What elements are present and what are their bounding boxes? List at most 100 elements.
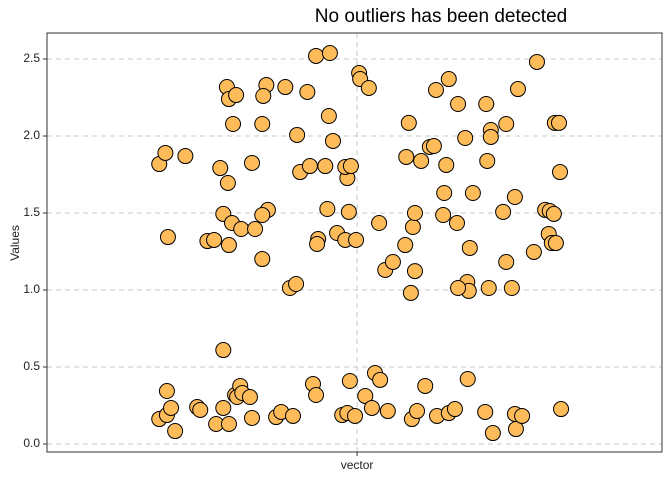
point — [360, 79, 377, 96]
point — [341, 373, 358, 390]
y-tick-label: 0.5 — [23, 359, 40, 373]
point — [371, 215, 388, 232]
y-axis-label: Values — [8, 225, 22, 261]
point — [498, 253, 515, 270]
point — [308, 387, 325, 404]
point — [244, 154, 260, 171]
y-tick-label: 1.0 — [23, 282, 40, 296]
point — [397, 237, 414, 254]
point — [254, 251, 271, 268]
point — [244, 409, 260, 426]
point — [425, 138, 442, 155]
point — [409, 403, 426, 420]
point — [436, 184, 453, 201]
point — [309, 235, 326, 252]
point — [547, 235, 564, 252]
point — [342, 158, 359, 175]
point — [225, 116, 242, 133]
point — [215, 399, 232, 416]
point — [288, 275, 305, 292]
point — [215, 342, 232, 359]
point — [413, 152, 430, 169]
point — [427, 81, 444, 98]
point — [158, 383, 175, 400]
point — [464, 184, 481, 201]
point — [321, 45, 338, 62]
point — [220, 237, 237, 254]
point — [220, 415, 237, 432]
plot-frame — [46, 32, 663, 453]
point — [212, 160, 229, 177]
point — [289, 126, 306, 143]
point — [348, 231, 365, 248]
chart-title: No outliers has been detected — [315, 6, 567, 27]
point — [459, 371, 476, 388]
point — [438, 156, 455, 173]
point — [435, 207, 452, 224]
point — [553, 401, 570, 418]
point — [340, 203, 357, 220]
point — [357, 387, 374, 404]
point — [528, 53, 545, 70]
point — [552, 164, 569, 181]
point — [406, 263, 423, 280]
x-tick-label: vector — [341, 458, 374, 472]
point — [247, 221, 264, 238]
point — [514, 407, 531, 424]
point — [192, 401, 209, 418]
point — [406, 205, 423, 222]
point — [509, 81, 526, 98]
point — [480, 280, 497, 297]
point — [157, 144, 174, 161]
point — [457, 130, 474, 147]
point — [440, 71, 457, 88]
point — [308, 47, 325, 64]
point — [255, 87, 272, 104]
point — [477, 403, 494, 420]
point — [525, 243, 542, 260]
point — [177, 148, 194, 165]
point — [379, 403, 396, 420]
point — [446, 401, 463, 418]
point — [400, 114, 417, 131]
y-tick-label: 2.0 — [23, 128, 40, 142]
point — [167, 423, 184, 440]
point — [384, 253, 401, 270]
point — [363, 399, 380, 416]
point — [449, 215, 465, 232]
point — [347, 407, 364, 424]
point — [277, 79, 294, 96]
point — [319, 201, 336, 218]
point — [324, 132, 341, 149]
point — [478, 95, 495, 112]
point — [398, 148, 415, 165]
point — [550, 114, 567, 131]
point — [372, 371, 389, 388]
point — [299, 83, 316, 100]
point — [450, 280, 467, 297]
point — [402, 284, 419, 301]
point — [228, 87, 245, 104]
point — [498, 116, 515, 133]
point — [484, 425, 501, 442]
point — [482, 128, 499, 145]
point — [241, 389, 258, 406]
point — [404, 219, 421, 236]
point — [320, 107, 337, 124]
point — [506, 188, 523, 205]
point — [507, 421, 524, 438]
point — [495, 203, 512, 220]
point — [479, 152, 496, 169]
point — [163, 399, 180, 416]
point — [545, 205, 562, 222]
point — [254, 116, 271, 133]
point — [301, 158, 318, 175]
y-tick-label: 1.5 — [23, 205, 40, 219]
point — [159, 229, 176, 246]
point — [503, 280, 520, 297]
point — [219, 174, 236, 191]
y-tick-label: 2.5 — [23, 51, 40, 65]
point — [233, 221, 250, 238]
point — [285, 407, 301, 424]
